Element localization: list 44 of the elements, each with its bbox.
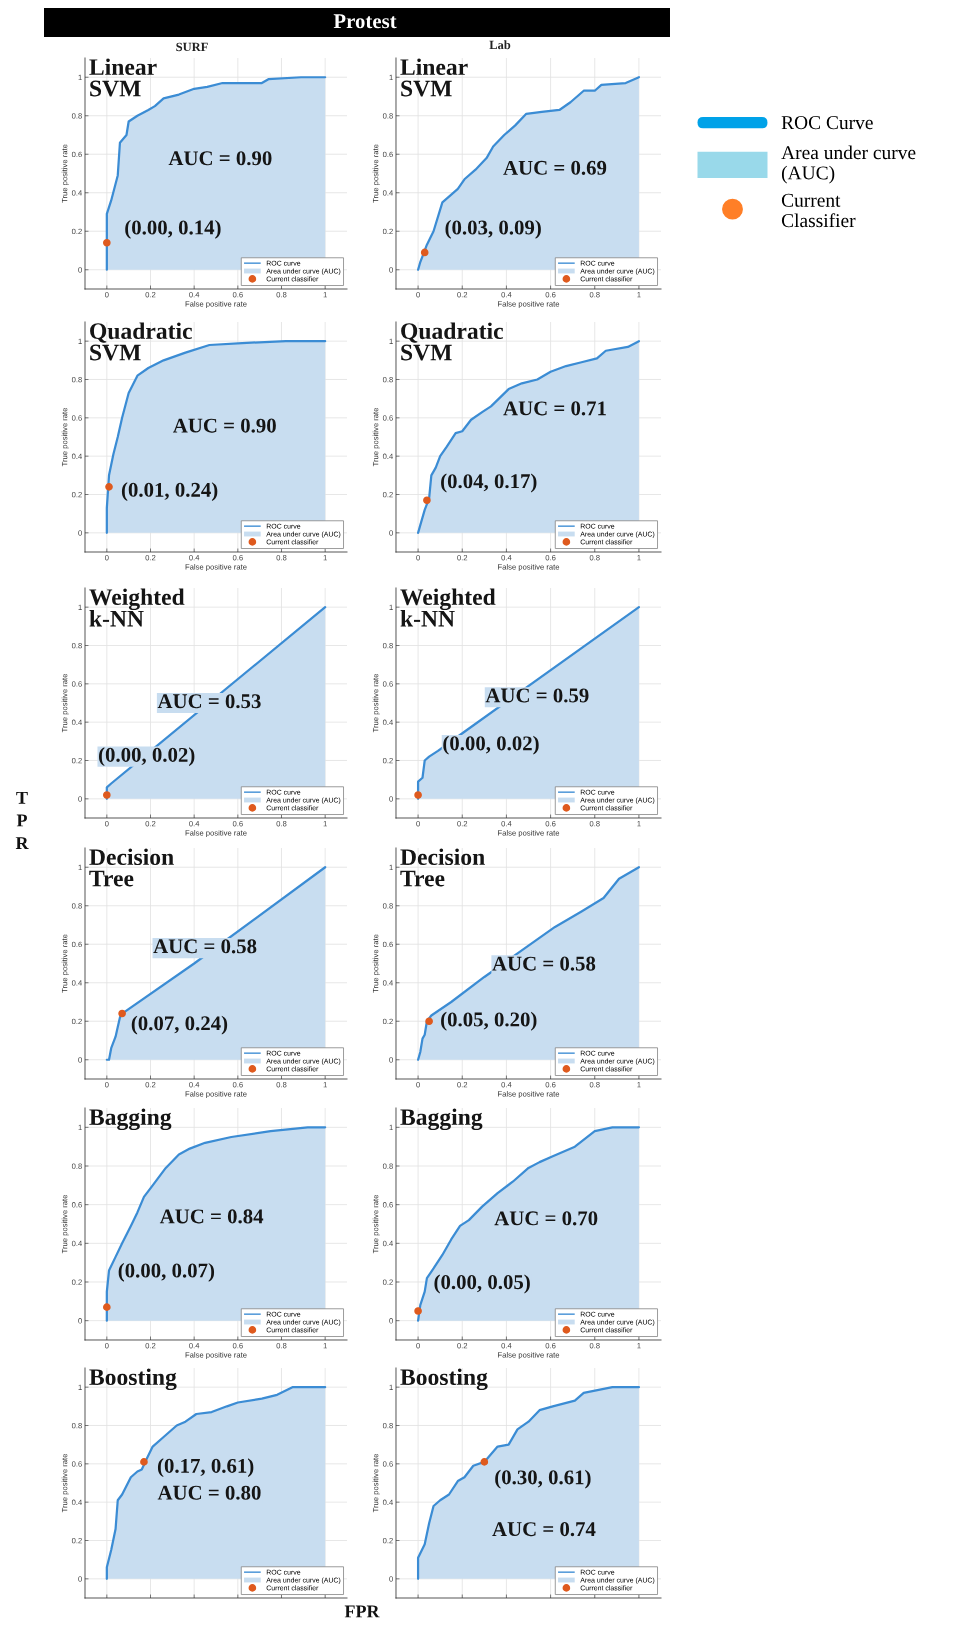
annotation: AUC = 0.80: [157, 1485, 261, 1500]
annotation: AUC = 0.69: [503, 160, 607, 175]
legend-label: Current Classifier: [781, 193, 856, 228]
annotation: AUC = 0.84: [159, 1209, 264, 1224]
text: Lab: [489, 40, 511, 50]
annotation: (0.00, 0.02): [99, 747, 195, 767]
text: TPR: [15, 791, 29, 849]
annotation: AUC = 0.70: [494, 1211, 598, 1226]
text: FPR: [344, 1605, 380, 1618]
annotation: AUC = 0.90: [168, 151, 272, 166]
chart-title: Weighted k-NN: [400, 588, 496, 627]
chart-title: Linear SVM: [400, 58, 468, 97]
chart-title: Weighted k-NN: [89, 588, 185, 627]
chart-title: Boosting: [89, 1368, 177, 1391]
annotation: (0.03, 0.09): [445, 219, 541, 239]
annotation: AUC = 0.90: [173, 418, 276, 433]
chart-title: Boosting: [400, 1368, 488, 1391]
annotation: (0.00, 0.07): [118, 1262, 215, 1282]
annotation: (0.00, 0.02): [443, 735, 539, 755]
annotation: AUC = 0.59: [485, 688, 589, 703]
legend-label: ROC Curve: [781, 116, 873, 130]
chart-title: Quadratic SVM: [90, 322, 192, 361]
annotation: (0.01, 0.24): [121, 482, 218, 502]
text: Protest: [333, 14, 397, 29]
annotation: (0.00, 0.14): [125, 219, 221, 239]
annotation: (0.17, 0.61): [157, 1458, 254, 1478]
chart-title: Quadratic SVM: [401, 322, 504, 361]
annotation: (0.04, 0.17): [441, 473, 537, 493]
annotation: (0.07, 0.24): [131, 1015, 228, 1035]
chart-title: Decision Tree: [400, 848, 485, 887]
text: SURF: [176, 42, 208, 52]
annotation: AUC = 0.58: [492, 956, 596, 971]
chart-title: Decision Tree: [89, 848, 174, 887]
legend-label: Area under curve (AUC): [781, 145, 916, 184]
annotation: AUC = 0.58: [153, 939, 257, 954]
annotation: AUC = 0.74: [492, 1522, 596, 1537]
chart-title: Bagging: [400, 1108, 483, 1131]
annotation: AUC = 0.71: [503, 401, 606, 416]
chart-title: Bagging: [89, 1108, 172, 1131]
chart-title: Linear SVM: [89, 58, 157, 97]
annotation: AUC = 0.53: [157, 694, 261, 709]
annotation: (0.05, 0.20): [441, 1011, 537, 1031]
annotation: (0.30, 0.61): [495, 1469, 591, 1489]
annotation: (0.00, 0.05): [434, 1274, 530, 1294]
